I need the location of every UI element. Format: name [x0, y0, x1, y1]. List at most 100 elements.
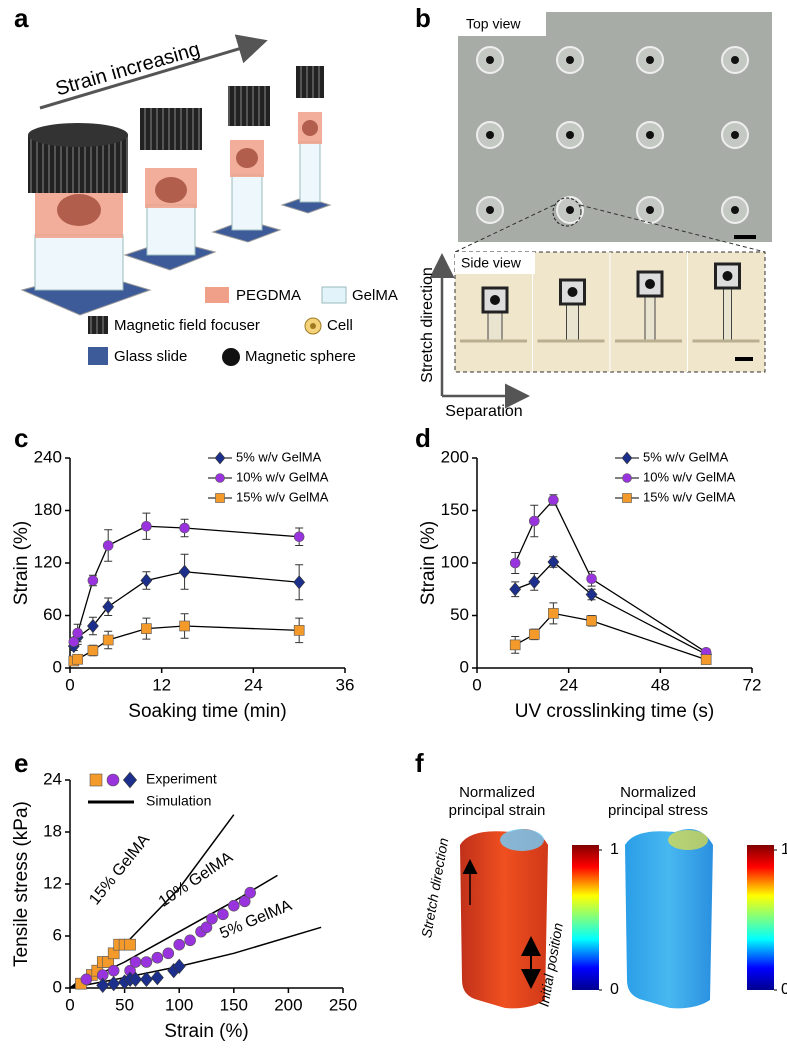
- sphere: [731, 56, 739, 64]
- sphere: [566, 131, 574, 139]
- legend-marker: [214, 451, 226, 465]
- marker: [129, 956, 142, 968]
- panel-label: f: [415, 748, 424, 778]
- sphere: [722, 271, 733, 281]
- pillar: [566, 301, 579, 341]
- marker: [586, 615, 597, 627]
- colorbar: [747, 845, 774, 990]
- legend-swatch: [88, 316, 108, 334]
- panel-b: Top view Side view Stretch direction Sep…: [419, 12, 772, 420]
- marker: [141, 623, 152, 634]
- y-tick-label: 180: [34, 500, 62, 519]
- series-line: [514, 498, 707, 653]
- marker: [228, 899, 240, 912]
- legend-label: Experiment: [146, 771, 217, 787]
- x-tick-label: 48: [651, 675, 670, 694]
- marker: [178, 564, 191, 579]
- axis-arrow-label: Stretch direction: [419, 267, 436, 383]
- legend-label: 15% w/v GelMA: [236, 489, 329, 504]
- legend-swatch: [310, 323, 316, 329]
- x-tick-label: 50: [115, 995, 134, 1014]
- y-axis-label: Strain (%): [418, 521, 439, 605]
- stress-model: [625, 828, 713, 1009]
- frames: [460, 252, 760, 372]
- legend-marker: [622, 473, 632, 483]
- y-tick-label: 50: [450, 605, 469, 624]
- marker: [162, 947, 175, 960]
- marker: [509, 639, 521, 651]
- legend-label: 15% w/v GelMA: [643, 489, 736, 504]
- marker: [140, 956, 153, 968]
- marker: [139, 971, 153, 987]
- y-tick-label: 120: [34, 552, 62, 571]
- marker: [200, 921, 213, 934]
- series-line: [514, 612, 707, 661]
- legend-swatch: [321, 286, 347, 304]
- marker: [547, 554, 560, 569]
- marker: [173, 938, 185, 951]
- y-tick-label: 100: [441, 552, 469, 571]
- legend-marker: [215, 493, 225, 503]
- x-tick-label: 72: [743, 675, 762, 694]
- photo-label: Side view: [461, 255, 522, 271]
- legend-swatch: [205, 287, 229, 303]
- marker: [179, 620, 190, 632]
- strain-model: [460, 828, 548, 1009]
- sphere: [731, 131, 739, 139]
- y-tick-label: 12: [43, 873, 62, 892]
- panel-label: b: [415, 3, 431, 33]
- marker: [179, 522, 190, 534]
- y-axis-label: Tensile stress (kPa): [11, 801, 32, 967]
- marker: [72, 627, 83, 639]
- marker: [244, 886, 256, 899]
- y-tick-label: 0: [53, 657, 62, 676]
- marker: [151, 951, 164, 964]
- legend-label: 10% w/v GelMA: [643, 469, 736, 484]
- colorbar-label: 0: [781, 981, 787, 998]
- legend-swatch: [222, 348, 240, 366]
- highlight: [552, 197, 582, 227]
- series-line: [514, 561, 707, 655]
- y-tick-label: 0: [53, 977, 62, 996]
- sphere: [731, 206, 739, 214]
- legend-marker: [621, 451, 633, 465]
- legend-label: Magnetic sphere: [245, 348, 356, 365]
- strain-hotspot: [500, 829, 544, 851]
- y-tick-label: 6: [53, 925, 62, 944]
- marker: [509, 582, 522, 597]
- marker: [238, 895, 251, 908]
- photo: [458, 12, 772, 242]
- colorbar-label: 1: [781, 841, 787, 858]
- marker: [293, 531, 305, 543]
- y-tick-label: 60: [43, 605, 62, 624]
- panel-title: Normalized: [620, 784, 696, 801]
- legend-swatch: [88, 347, 108, 365]
- cap: [481, 286, 509, 314]
- x-tick-label: 24: [244, 675, 263, 694]
- panel-a: Strain increasing: [20, 34, 398, 366]
- marker: [700, 654, 712, 665]
- x-axis-label: Soaking time (min): [128, 701, 286, 722]
- x-tick-label: 0: [65, 995, 74, 1014]
- x-tick-label: 250: [329, 995, 357, 1014]
- cap: [559, 278, 586, 306]
- marker: [293, 575, 306, 590]
- marker: [528, 629, 540, 640]
- legend-marker: [215, 473, 225, 483]
- x-tick-label: 0: [65, 675, 74, 694]
- sphere: [646, 131, 654, 139]
- marker: [548, 494, 559, 506]
- stress-hotspot: [668, 830, 708, 850]
- legend-marker: [123, 771, 137, 789]
- y-tick-label: 200: [441, 447, 469, 466]
- annotation: Stretch direction: [418, 836, 451, 939]
- colorbar-label: 1: [610, 841, 619, 858]
- marker: [96, 977, 110, 994]
- panel-label: e: [14, 748, 28, 778]
- device: [280, 66, 332, 214]
- legend-label: 5% w/v GelMA: [236, 449, 322, 464]
- marker: [206, 912, 218, 925]
- zoom-line: [454, 204, 555, 253]
- marker: [87, 619, 99, 633]
- sphere: [566, 56, 574, 64]
